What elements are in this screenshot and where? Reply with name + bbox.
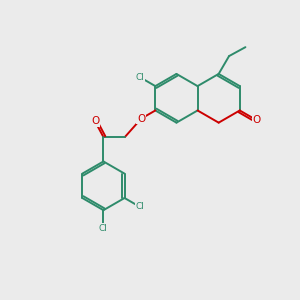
Text: O: O	[137, 114, 145, 124]
Text: Cl: Cl	[99, 224, 108, 233]
Text: Cl: Cl	[136, 202, 144, 211]
Text: O: O	[252, 115, 261, 125]
Text: O: O	[91, 116, 99, 126]
Text: Cl: Cl	[136, 73, 144, 82]
